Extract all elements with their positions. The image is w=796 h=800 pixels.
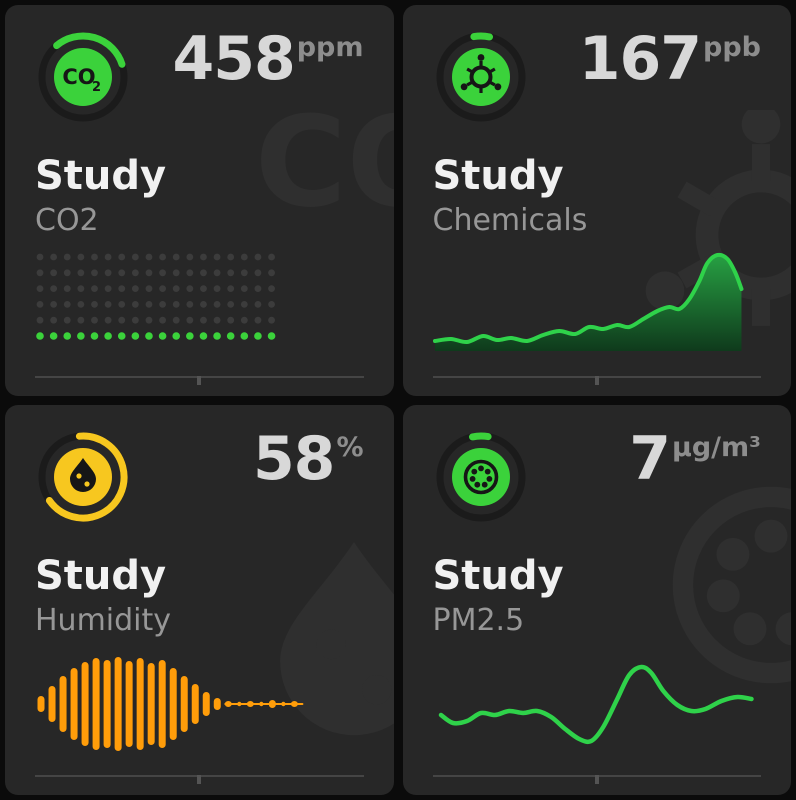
scrubber-tick <box>594 775 599 784</box>
co2-dot-matrix-chart <box>35 247 366 362</box>
svg-text:2: 2 <box>92 80 101 95</box>
metric-label: PM2.5 <box>432 602 525 638</box>
location-label: Study <box>35 153 167 199</box>
reading-value: 58 <box>252 423 335 494</box>
reading-value-block: 167 ppb <box>579 29 761 89</box>
tile-labels: Study CO2 <box>35 153 166 238</box>
co2-gauge-icon: CO 2 <box>33 27 133 127</box>
pm25-gauge-icon <box>431 427 531 527</box>
scrubber-tick <box>197 775 202 784</box>
co2-watermark-icon: CO2 <box>254 90 394 235</box>
metric-label: Humidity <box>35 602 172 638</box>
reading-value: 167 <box>578 24 702 94</box>
reading-unit: % <box>336 431 364 463</box>
tile-pm25[interactable]: 7 µg/m³ Study PM2.5 <box>402 404 791 795</box>
reading-unit: µg/m³ <box>671 431 761 463</box>
location-label: Study <box>432 552 564 599</box>
tile-humidity[interactable]: 58 % Study Humidity <box>5 404 394 795</box>
timeline-scrubber[interactable] <box>432 775 761 784</box>
location-label: Study <box>35 552 167 599</box>
chemicals-area-chart <box>432 247 764 362</box>
pm25-line-chart <box>433 647 764 762</box>
timeline-scrubber[interactable] <box>35 375 364 385</box>
timeline-scrubber[interactable] <box>432 375 761 385</box>
tile-chemicals[interactable]: 167 ppb Study Chemicals <box>402 5 791 396</box>
location-label: Study <box>432 153 564 199</box>
humidity-gauge-icon <box>33 427 133 527</box>
metric-label: Chemicals <box>432 203 588 238</box>
reading-value: 7 <box>629 423 671 494</box>
reading-unit: ppb <box>703 32 761 63</box>
reading-value-block: 458 ppm <box>172 29 363 89</box>
tile-co2[interactable]: CO2 CO2 458 ppm Study CO2 <box>5 5 394 396</box>
tile-labels: Study Humidity <box>35 553 171 638</box>
tile-labels: Study Chemicals <box>433 153 588 238</box>
svg-text:CO: CO <box>62 65 95 89</box>
reading-value: 458 <box>172 24 295 94</box>
tile-labels: Study PM2.5 <box>433 553 564 638</box>
humidity-waveform-chart <box>35 647 366 762</box>
reading-unit: ppm <box>296 32 364 63</box>
scrubber-tick <box>594 375 599 385</box>
reading-value-block: 58 % <box>253 429 364 489</box>
timeline-scrubber[interactable] <box>35 775 364 784</box>
scrubber-tick <box>197 375 202 385</box>
chemicals-gauge-icon <box>431 27 531 127</box>
reading-value-block: 7 µg/m³ <box>629 429 761 489</box>
metric-label: CO2 <box>35 203 99 238</box>
